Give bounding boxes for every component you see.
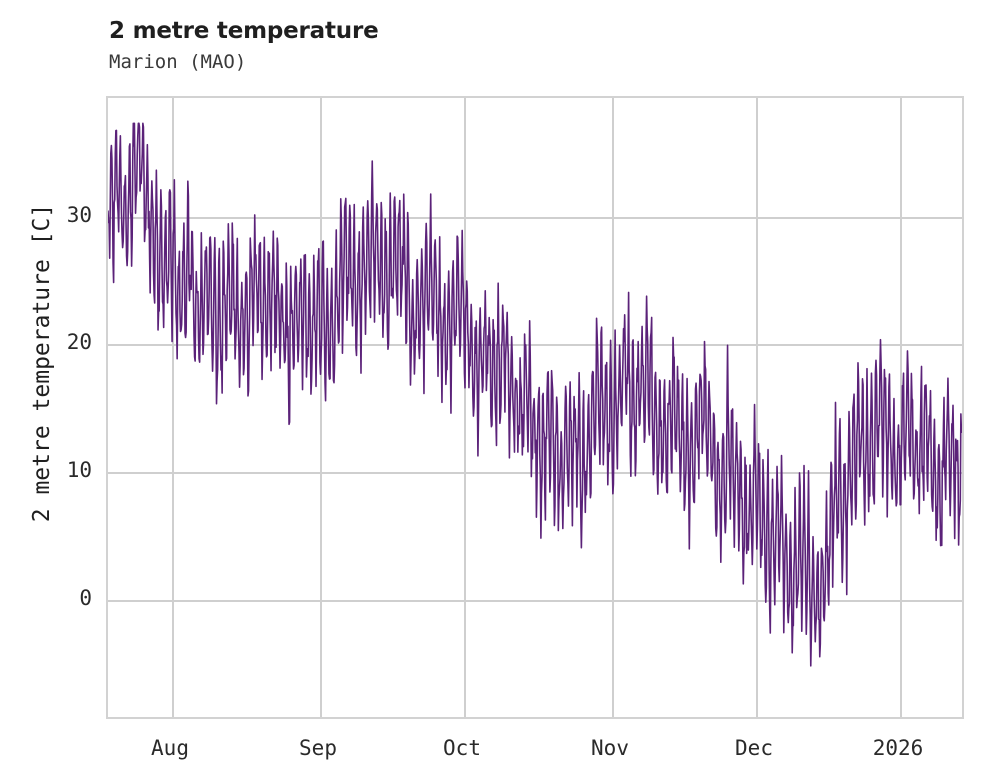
gridline-horizontal bbox=[108, 600, 962, 602]
plot-area bbox=[106, 96, 964, 719]
gridline-horizontal bbox=[108, 344, 962, 346]
x-tick-label: Nov bbox=[591, 736, 629, 760]
chart-title: 2 metre temperature bbox=[109, 18, 379, 44]
y-tick-label: 30 bbox=[66, 203, 92, 227]
gridline-vertical bbox=[612, 98, 614, 717]
y-tick-label: 10 bbox=[66, 458, 92, 482]
y-tick-label: 0 bbox=[79, 586, 92, 610]
gridline-vertical bbox=[900, 98, 902, 717]
gridline-horizontal bbox=[108, 217, 962, 219]
gridline-horizontal bbox=[108, 472, 962, 474]
gridline-vertical bbox=[464, 98, 466, 717]
gridline-vertical bbox=[756, 98, 758, 717]
x-tick-label: Aug bbox=[151, 736, 189, 760]
y-tick-label: 20 bbox=[66, 330, 92, 354]
y-axis-title: 2 metre temperature [C] bbox=[29, 203, 55, 523]
gridline-vertical bbox=[172, 98, 174, 717]
temperature-line bbox=[108, 122, 962, 667]
gridline-vertical bbox=[320, 98, 322, 717]
x-tick-label: Sep bbox=[299, 736, 337, 760]
chart-subtitle: Marion (MAO) bbox=[109, 51, 247, 73]
temperature-series bbox=[108, 122, 962, 667]
x-tick-label: Oct bbox=[443, 736, 481, 760]
x-tick-label: 2026 bbox=[872, 736, 924, 760]
x-tick-label: Dec bbox=[735, 736, 773, 760]
